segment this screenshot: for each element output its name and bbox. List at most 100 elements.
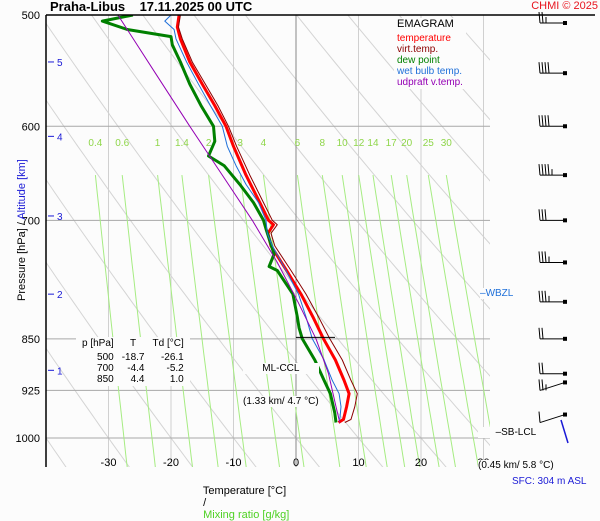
sb-lcl-label: –SB-LCL — [478, 427, 554, 438]
table-header: p [hPa] — [82, 338, 114, 349]
wind-barb — [538, 115, 567, 129]
mixing-ratio-line — [341, 175, 388, 467]
wind-barb — [538, 62, 567, 76]
wind-barb-feather — [538, 251, 541, 263]
wind-barb-feather — [541, 327, 544, 339]
mixing-ratio-label: 14 — [367, 138, 379, 149]
mixing-ratio-line — [296, 175, 341, 467]
sounding-series — [100, 15, 358, 424]
wind-barb-feather — [541, 251, 544, 263]
mixing-ratio-line — [406, 175, 456, 467]
legend-item-dew-point: dew point — [397, 55, 440, 66]
wind-barb — [538, 362, 567, 376]
wind-barb-station-dot — [563, 173, 567, 178]
temperature-tick-label: -30 — [101, 457, 117, 469]
x-axis-label: Temperature [°C] / Mixing ratio [g/kg] — [197, 473, 289, 521]
mixing-ratio-line — [372, 175, 421, 467]
wind-barb-feather — [541, 164, 544, 176]
dry-adiabat-line — [46, 178, 257, 467]
altitude-tick-label: 1 — [57, 366, 63, 377]
pressure-tick-label: 600 — [22, 121, 40, 133]
dry-adiabat-line — [142, 15, 490, 447]
emagram-chart: 0.4 0.6 1 1.4 2 3 4 6 8 10 12 14 17 20 25 3050060070085… — [16, 10, 600, 469]
grid — [46, 15, 600, 468]
wind-barb-station-dot — [563, 380, 567, 385]
dry-adiabat-line — [46, 261, 194, 467]
wind-barb-station-dot — [563, 371, 567, 376]
mixing-ratio-label: 0.4 — [88, 138, 102, 149]
wind-barb-feather — [541, 115, 544, 127]
chart-title: Praha-Libus 17.11.2025 00 UTC — [50, 0, 253, 14]
wind-barb-feather — [541, 362, 544, 374]
wind-barb — [538, 379, 567, 391]
wind-barb-feather — [547, 115, 550, 127]
table-header: T — [130, 338, 137, 349]
wind-barb-feather — [538, 115, 541, 127]
mixing-ratio-label: 12 — [353, 138, 365, 149]
mixing-ratio-label: 25 — [423, 138, 435, 149]
wind-barbs — [538, 11, 569, 444]
table-cell: -18.7 — [121, 352, 145, 363]
wind-barb-feather — [544, 290, 547, 302]
wind-barb-feather — [541, 290, 544, 302]
mixing-ratio-label: 2 — [206, 138, 212, 149]
legend-item-virtual-temperature: virt.temp. — [397, 44, 439, 55]
table-header-row: p [hPa] T Td [°C] — [78, 338, 188, 352]
altitude-tick-label: 5 — [57, 58, 63, 69]
table-cell: 700 — [97, 363, 114, 374]
wind-barb-feather — [541, 62, 544, 74]
series-udpraft-v-temp-line — [117, 15, 341, 423]
pressure-label: Pressure [hPa] — [16, 228, 28, 301]
sb-lcl-annotation: –SB-LCL (0.45 km/ 5.8 °C) — [478, 405, 554, 482]
mixing-ratio-label: 17 — [386, 138, 398, 149]
wind-barb-station-dot — [563, 260, 567, 265]
dry-adiabat-line — [449, 15, 490, 61]
legend-item-updraft-vtemp: udpraft v.temp. — [397, 77, 463, 88]
table-cell: 1.0 — [169, 374, 184, 385]
temperature-tick-label: -10 — [226, 457, 242, 469]
wind-barb-station-dot — [563, 71, 567, 76]
table-row: 700 -4.4 -5.2 — [78, 363, 188, 374]
table-cell: 500 — [97, 352, 114, 363]
level-values-table: p [hPa] T Td [°C] 500 -18.7 -26.1 700 -4… — [76, 337, 190, 386]
table-cell: -5.2 — [166, 363, 184, 374]
table-cell: 850 — [97, 374, 114, 385]
ml-ccl-label: ML-CCL — [243, 363, 319, 374]
table-cell: 4.4 — [130, 374, 145, 385]
mixing-ratio-label: 30 — [441, 138, 453, 149]
mixing-ratio-line — [445, 175, 490, 429]
wind-barb-feather — [538, 62, 541, 74]
mixing-ratio-line — [239, 175, 280, 467]
surface-elevation: SFC: 304 m ASL — [512, 476, 587, 487]
altitude-tick-label: 2 — [57, 290, 63, 301]
mixing-ratio-label: Mixing ratio [g/kg] — [203, 509, 290, 521]
wind-barb — [538, 251, 567, 265]
copyright: CHMI © 2025 — [531, 0, 598, 12]
table-cell: -26.1 — [160, 352, 184, 363]
wind-barb — [538, 164, 567, 178]
wbzl-text: WBZL — [485, 288, 514, 299]
wind-barb-feather — [544, 251, 547, 263]
dry-adiabat-line — [46, 99, 321, 467]
mixing-ratio-line — [427, 175, 479, 467]
mixing-ratio-line — [121, 175, 156, 467]
pressure-tick-label: 925 — [22, 385, 40, 397]
mixing-ratio-label: 8 — [320, 138, 326, 149]
pressure-tick-label: 1000 — [16, 433, 40, 445]
mixing-ratio-label: 1.4 — [175, 138, 189, 149]
wind-barb-station-dot — [563, 21, 567, 25]
series-virt-temp-line — [178, 15, 358, 423]
dry-adiabat-line — [502, 15, 600, 468]
mixing-ratio-line — [181, 175, 219, 467]
axis-label-separator: / — [16, 222, 28, 226]
wind-barb-shaft — [539, 381, 566, 391]
wind-barb-feather — [541, 209, 544, 221]
surface-wind-mark — [560, 419, 569, 444]
sb-lcl-text: SB-LCL — [501, 427, 537, 438]
dry-adiabat-line — [553, 15, 600, 468]
ml-ccl-detail: (1.33 km/ 4.7 °C) — [243, 396, 319, 407]
y-axis-label: Pressure [hPa] / Altitude [km] — [16, 159, 28, 301]
series-temperature-line — [175, 15, 351, 424]
wind-barb-station-dot — [563, 412, 567, 417]
legend-title: EMAGRAM — [397, 18, 454, 30]
